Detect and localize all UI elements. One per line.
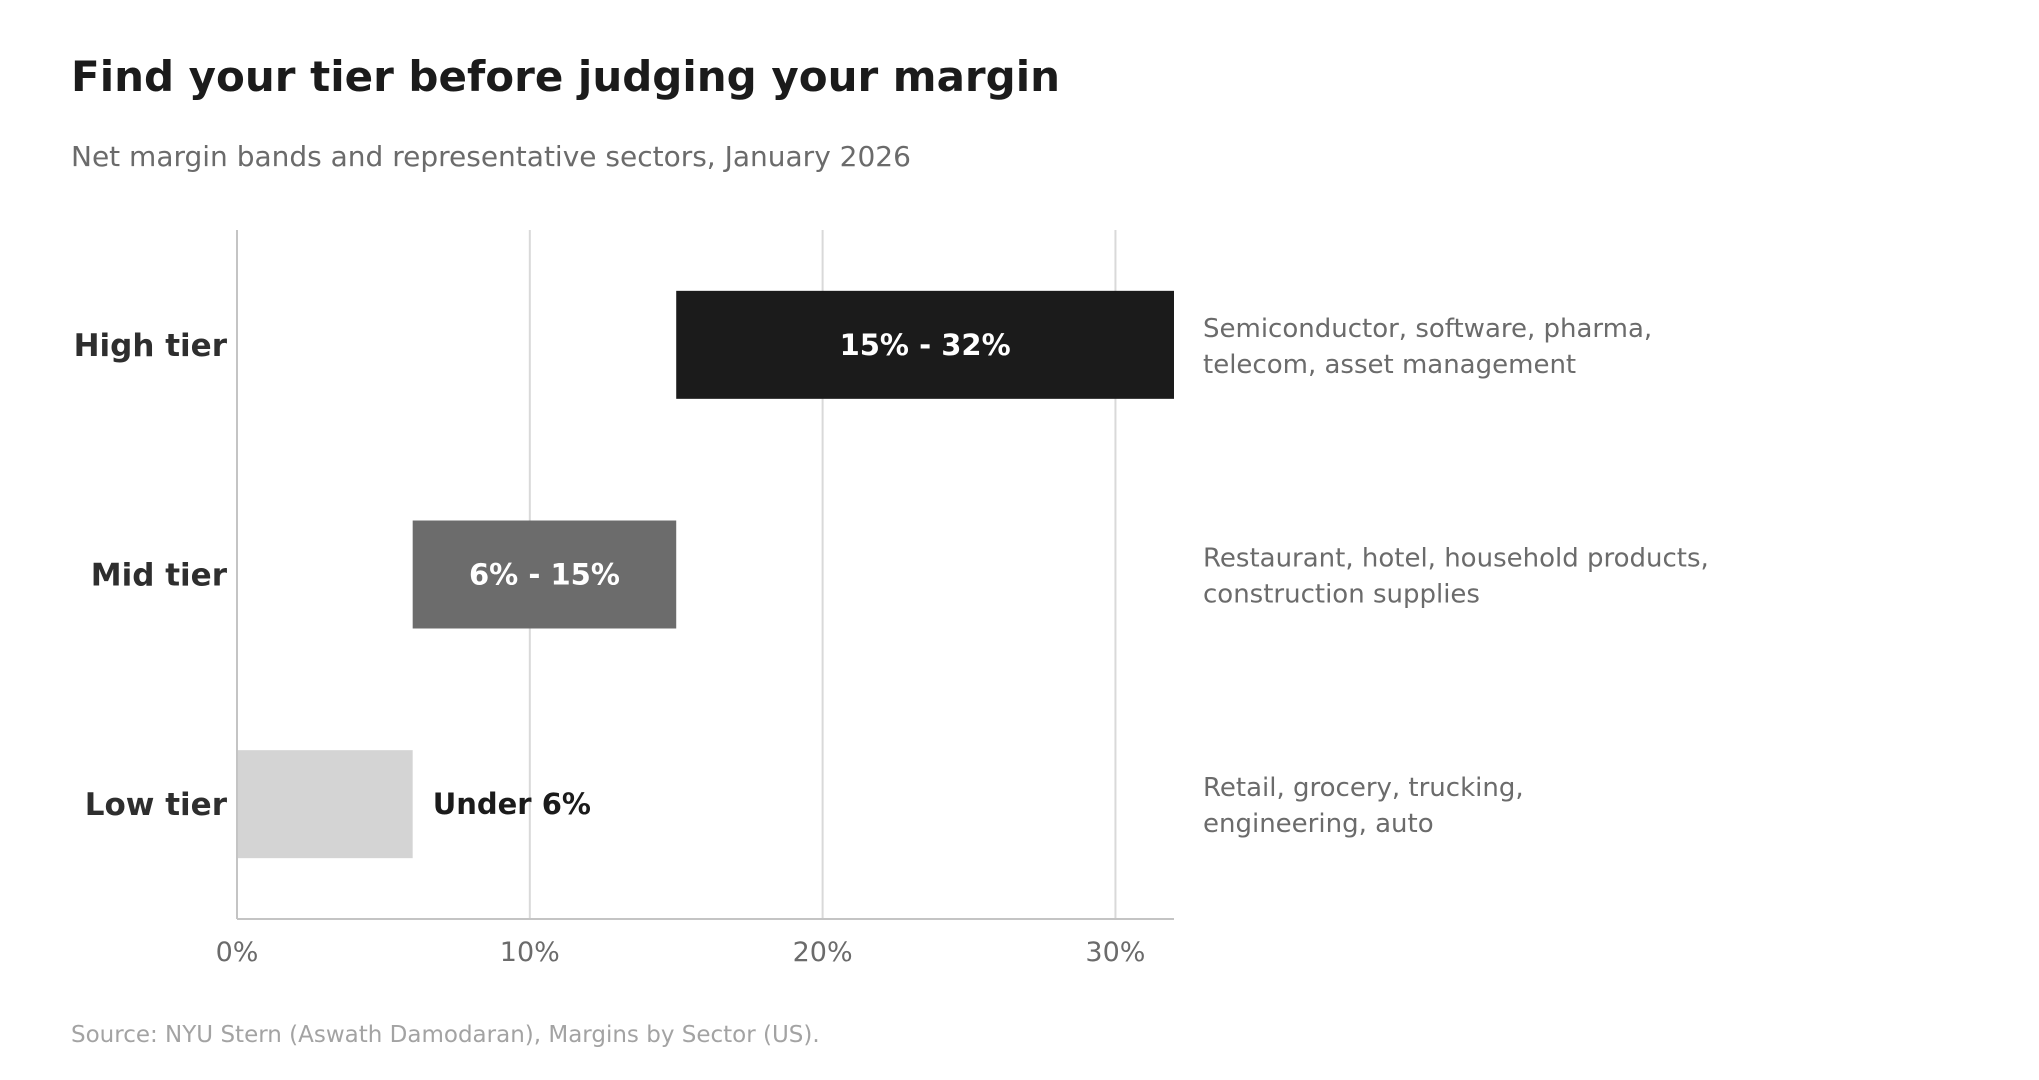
chart-title: Find your tier before judging your margi…	[71, 52, 1060, 101]
sector-annotation-line: Retail, grocery, trucking,	[1203, 773, 1524, 803]
axes	[236, 230, 1174, 920]
sector-annotation-line: construction supplies	[1203, 580, 1480, 610]
sector-annotation-line: Semiconductor, software, pharma,	[1203, 314, 1652, 344]
x-tick-label: 30%	[1085, 937, 1145, 968]
y-category-label: Mid tier	[91, 558, 228, 594]
bar-value-label: 6% - 15%	[469, 558, 620, 592]
bars	[237, 290, 1174, 859]
bar-value-label: 15% - 32%	[840, 328, 1011, 362]
bar-mid-tier	[412, 520, 677, 629]
y-category-label: Low tier	[85, 787, 228, 823]
source-note: Source: NYU Stern (Aswath Damodaran), Ma…	[71, 1022, 820, 1048]
x-tick-label: 10%	[500, 937, 560, 968]
x-tick-label: 20%	[793, 937, 853, 968]
sector-annotation-line: telecom, asset management	[1203, 350, 1576, 380]
y-category-label: High tier	[74, 328, 228, 364]
labels: 0% 10% 20% 30% High tier 15% - 32% Semiconduct…	[74, 314, 1709, 968]
sector-annotation-line: Restaurant, hotel, household products,	[1203, 544, 1709, 574]
bar-low-tier	[237, 750, 413, 859]
x-tick-label: 0%	[216, 937, 259, 968]
chart-subtitle: Net margin bands and representative sect…	[71, 140, 911, 173]
bar-high-tier	[676, 290, 1174, 399]
bar-value-label: Under 6%	[433, 787, 591, 821]
sector-annotation-line: engineering, auto	[1203, 809, 1434, 839]
